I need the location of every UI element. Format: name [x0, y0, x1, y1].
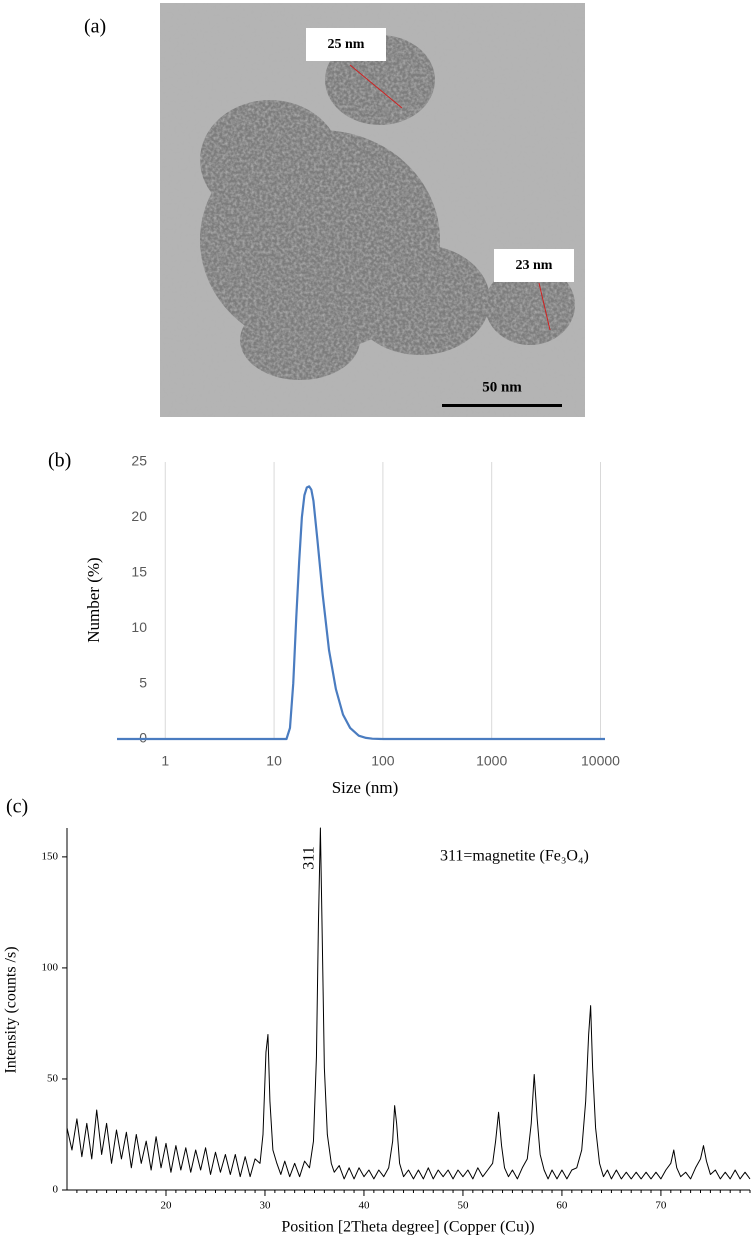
annotation: 23 nm	[516, 258, 553, 273]
y-tick-label: 50	[47, 1072, 59, 1084]
tem-image	[160, 3, 585, 417]
annotation: 311=magnetite (Fe₃O₄)	[440, 848, 589, 865]
x-tick-label: 100	[371, 753, 395, 769]
panel-label: (a)	[84, 16, 106, 38]
data-line	[66, 827, 751, 1180]
y-tick-label: 15	[131, 564, 147, 580]
x-tick-label: 70	[655, 1200, 667, 1212]
y-axis-title: Intensity (counts /s)	[3, 946, 20, 1073]
x-tick-label: 50	[457, 1200, 469, 1212]
annotation: 25 nm	[328, 37, 365, 52]
x-tick-label: 60	[556, 1200, 568, 1212]
panel-label: (c)	[6, 796, 28, 818]
y-axis-title: Number (%)	[84, 557, 103, 642]
y-tick-label: 20	[131, 508, 147, 524]
annotation-box	[494, 249, 574, 282]
y-tick-label: 0	[53, 1184, 59, 1196]
x-axis-title: Size (nm)	[332, 778, 399, 797]
y-tick-label: 0	[139, 730, 147, 746]
x-tick-label: 1	[161, 753, 169, 769]
y-tick-label: 5	[139, 674, 147, 690]
y-tick-label: 100	[42, 961, 59, 973]
scale-bar-label: 50 nm	[482, 379, 522, 395]
annotation: 311	[301, 846, 318, 869]
scale-bar	[442, 404, 562, 407]
measure-line	[538, 282, 551, 331]
x-tick-label: 30	[259, 1200, 271, 1212]
data-line	[117, 485, 605, 741]
x-tick-label: 40	[358, 1200, 370, 1212]
x-tick-label: 10	[266, 753, 282, 769]
y-tick-label: 25	[131, 453, 147, 469]
x-tick-label: 1000	[476, 753, 507, 769]
x-tick-label: 10000	[581, 753, 620, 769]
y-tick-label: 150	[42, 850, 59, 862]
measure-line	[349, 64, 403, 109]
annotation-box	[306, 28, 386, 61]
y-tick-label: 10	[131, 619, 147, 635]
panel-label: (b)	[48, 450, 71, 472]
x-axis-title: Position [2Theta degree] (Copper (Cu))	[281, 1219, 534, 1236]
x-tick-label: 20	[160, 1200, 172, 1212]
